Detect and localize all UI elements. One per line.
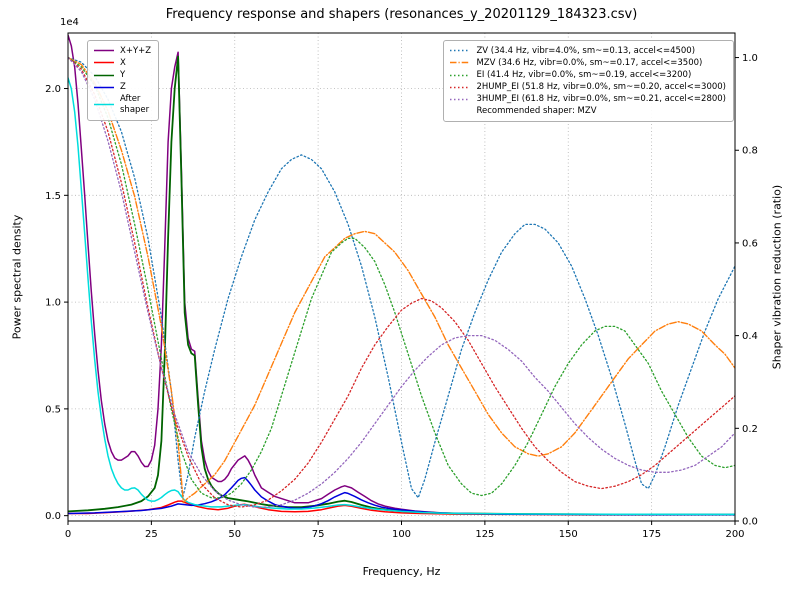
shaper-line-mzv (68, 56, 735, 504)
shaper-line-zv (68, 56, 735, 499)
right-y-tick-label: 0.8 (742, 146, 758, 157)
y-axis-offset-text: 1e4 (60, 17, 79, 28)
x-axis-label: Frequency, Hz (362, 565, 441, 578)
legend-label: X+Y+Z (120, 45, 152, 56)
right-y-axis-label: Shaper vibration reduction (ratio) (770, 184, 784, 370)
recommended-shaper-note: Recommended shaper: MZV (449, 106, 726, 117)
legend-swatch-line (94, 103, 114, 106)
legend-swatch-line (94, 62, 114, 64)
tick-marks (64, 57, 739, 525)
shaper-line-ei (68, 56, 735, 499)
legend-swatch-line (450, 50, 471, 52)
legend-item: Z (93, 82, 151, 93)
left-y-tick-label: 2.0 (45, 84, 61, 95)
x-tick-label: 125 (475, 529, 494, 540)
psd-line-x (68, 500, 735, 516)
x-tick-label: 50 (228, 529, 241, 540)
legend-swatch-line (450, 86, 471, 88)
legend-label: 3HUMP_EI (61.8 Hz, vibr=0.0%, sm~=0.21, … (476, 94, 726, 104)
left-y-axis-label: Power spectral density (10, 214, 24, 340)
legend-item: X+Y+Z (93, 46, 151, 57)
legend-label: X (120, 57, 126, 68)
left-y-tick-label: 0.0 (45, 511, 61, 522)
shaper-series (68, 56, 735, 508)
legend-swatch-line (450, 98, 471, 101)
legend-label: Z (120, 81, 126, 92)
legend-item: 3HUMP_EI (61.8 Hz, vibr=0.0%, sm~=0.21, … (449, 94, 726, 105)
shaper-line-3hump_ei (68, 56, 735, 508)
x-tick-label: 200 (725, 529, 744, 540)
right-y-tick-label: 0.2 (742, 424, 758, 435)
chart-title: Frequency response and shapers (resonanc… (165, 7, 638, 22)
legend-label: ZV (34.4 Hz, vibr=4.0%, sm~=0.13, accel<… (476, 45, 696, 56)
legend-swatch-line (450, 62, 471, 64)
legend-swatch-line (94, 74, 114, 76)
legend-item: MZV (34.6 Hz, vibr=0.0%, sm~=0.17, accel… (449, 58, 726, 69)
shaper-legend: ZV (34.4 Hz, vibr=4.0%, sm~=0.13, accel<… (443, 40, 734, 123)
legend-note-label: Recommended shaper: MZV (476, 106, 597, 117)
psd-line-after-shaper (68, 77, 735, 516)
left-y-tick-label: 1.5 (45, 191, 61, 202)
psd-line-x-y-z (68, 34, 735, 516)
legend-swatch-line (94, 50, 114, 52)
legend-label: 2HUMP_EI (51.8 Hz, vibr=0.0%, sm~=0.20, … (476, 81, 726, 92)
legend-swatch-line (94, 86, 114, 88)
x-tick-label: 25 (145, 529, 158, 540)
x-tick-label: 0 (65, 529, 71, 540)
right-y-tick-label: 0.6 (742, 238, 758, 249)
legend-item: EI (41.4 Hz, vibr=0.0%, sm~=0.19, accel<… (449, 70, 726, 81)
legend-item: ZV (34.4 Hz, vibr=4.0%, sm~=0.13, accel<… (449, 46, 726, 57)
legend-label: After shaper (120, 94, 150, 115)
right-y-tick-label: 0.4 (742, 331, 758, 342)
legend-item: Y (93, 70, 151, 81)
x-tick-label: 150 (559, 529, 578, 540)
legend-item: X (93, 58, 151, 69)
legend-item: After shaper (93, 94, 151, 115)
right-y-tick-label: 0.0 (742, 517, 758, 528)
legend-label: MZV (34.6 Hz, vibr=0.0%, sm~=0.17, accel… (476, 57, 703, 68)
shaper-line-2hump_ei (68, 56, 735, 508)
tick-labels: 0 25 50 75 100 125 150 175 2000.00.51.01.52.00.0… (45, 53, 758, 540)
x-tick-label: 175 (642, 529, 661, 540)
legend-label: EI (41.4 Hz, vibr=0.0%, sm~=0.19, accel<… (476, 69, 692, 80)
left-y-tick-label: 0.5 (45, 404, 61, 415)
left-y-tick-label: 1.0 (45, 298, 61, 309)
legend-label: Y (120, 69, 126, 80)
right-y-tick-label: 1.0 (742, 53, 758, 64)
psd-legend: X+Y+Z X Y Z After shaper (87, 40, 160, 121)
legend-item: 2HUMP_EI (51.8 Hz, vibr=0.0%, sm~=0.20, … (449, 82, 726, 93)
x-tick-label: 100 (392, 529, 411, 540)
legend-swatch-line (450, 74, 471, 76)
x-tick-label: 75 (312, 529, 325, 540)
